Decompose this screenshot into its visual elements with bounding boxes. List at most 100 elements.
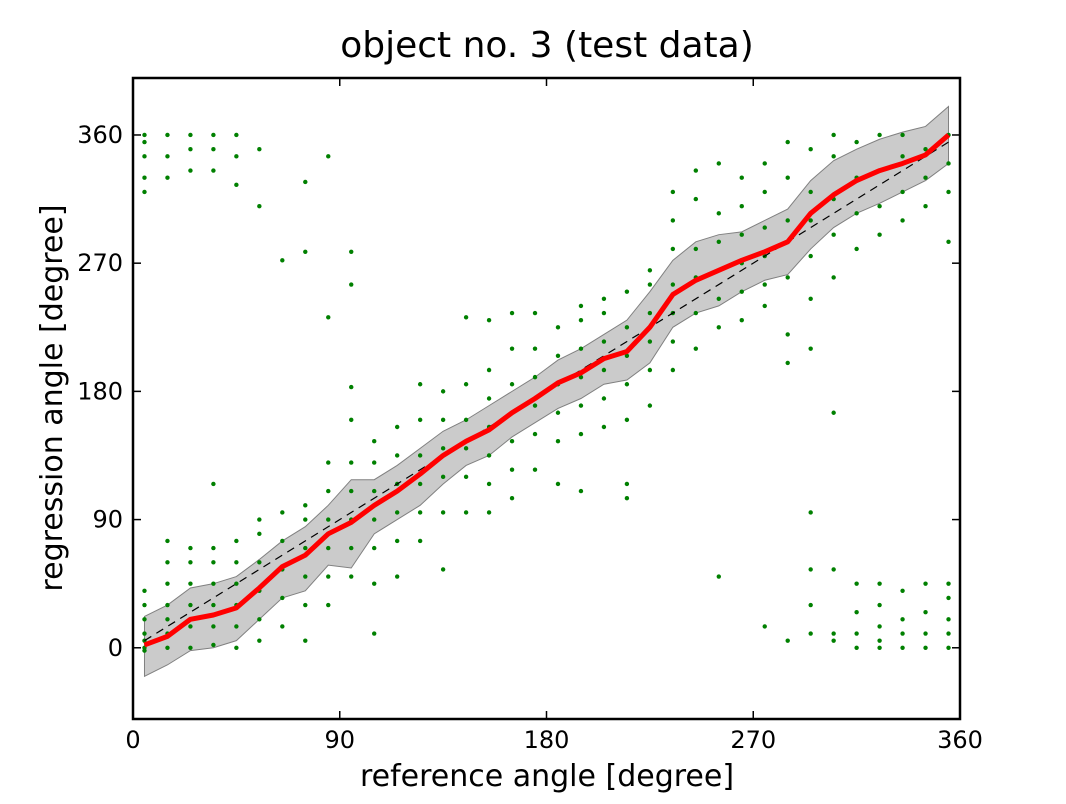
data-point	[463, 382, 469, 387]
data-point	[601, 296, 607, 301]
data-point	[670, 339, 676, 344]
y-axis-label: regression angle [degree]	[35, 204, 70, 591]
data-point	[463, 315, 469, 320]
data-point	[463, 510, 469, 515]
y-tick-label: 270	[77, 249, 123, 277]
data-point	[303, 545, 308, 551]
data-point	[165, 581, 170, 586]
data-point	[142, 631, 147, 636]
data-point	[900, 132, 905, 138]
data-point	[142, 189, 147, 195]
data-point	[601, 310, 607, 316]
data-point	[946, 161, 951, 166]
data-point	[349, 249, 354, 254]
plot-area	[142, 105, 951, 678]
data-point	[303, 638, 308, 643]
data-point	[188, 132, 193, 138]
x-tick-label: 270	[730, 726, 776, 754]
data-point	[349, 417, 354, 423]
data-point	[142, 154, 147, 159]
data-point	[142, 602, 147, 608]
data-point	[670, 367, 676, 373]
data-point	[326, 602, 331, 608]
data-point	[280, 595, 285, 601]
data-point	[326, 315, 331, 320]
y-tick-label: 90	[92, 506, 123, 534]
data-point	[234, 645, 239, 650]
data-point	[831, 631, 836, 636]
data-point	[188, 624, 193, 629]
data-point	[211, 642, 216, 648]
data-point	[303, 179, 308, 185]
data-point	[601, 396, 607, 401]
data-point	[808, 296, 813, 301]
data-point	[785, 139, 790, 145]
data-point	[946, 581, 951, 586]
data-point	[693, 346, 699, 351]
data-point	[303, 249, 308, 254]
data-point	[624, 325, 630, 330]
data-point	[280, 624, 285, 629]
data-point	[716, 211, 721, 216]
data-point	[463, 446, 469, 451]
data-point	[188, 645, 193, 650]
data-point	[142, 175, 147, 180]
y-tick-label: 0	[108, 634, 123, 662]
data-point	[142, 617, 147, 622]
data-point	[670, 282, 676, 287]
data-point	[808, 189, 813, 195]
data-point	[486, 367, 492, 373]
data-point	[831, 567, 836, 572]
x-tick-label: 360	[937, 726, 983, 754]
data-point	[762, 282, 767, 287]
data-point	[624, 353, 630, 358]
data-point	[142, 588, 147, 593]
x-tick-label: 0	[125, 726, 140, 754]
data-point	[900, 154, 905, 159]
data-point	[877, 645, 882, 650]
data-point	[257, 560, 262, 565]
data-point	[946, 239, 951, 245]
data-point	[946, 631, 951, 636]
data-point	[326, 460, 331, 465]
data-point	[647, 403, 653, 408]
data-point	[372, 517, 377, 522]
data-point	[372, 581, 377, 586]
data-point	[234, 154, 239, 159]
data-point	[486, 396, 492, 401]
data-point	[831, 275, 836, 280]
data-point	[578, 346, 584, 351]
data-point	[877, 638, 882, 643]
data-point	[509, 310, 515, 316]
data-point	[716, 161, 721, 166]
data-point	[670, 218, 676, 223]
data-point	[831, 410, 836, 415]
data-point	[854, 631, 859, 636]
data-point	[349, 545, 354, 551]
data-point	[303, 602, 308, 608]
data-point	[716, 296, 721, 301]
data-point	[440, 567, 446, 572]
data-point	[624, 417, 630, 423]
data-point	[211, 132, 216, 138]
data-point	[854, 139, 859, 145]
data-point	[900, 588, 905, 593]
chart-title: object no. 3 (test data)	[340, 25, 754, 66]
data-point	[555, 353, 561, 358]
data-point	[647, 367, 653, 373]
data-point	[532, 431, 538, 437]
data-point	[509, 382, 515, 387]
x-tick-label: 180	[524, 726, 570, 754]
data-point	[303, 517, 308, 522]
data-point	[326, 545, 331, 551]
data-point	[532, 403, 538, 408]
data-point	[142, 132, 147, 138]
data-point	[785, 175, 790, 180]
data-point	[349, 574, 354, 579]
data-point	[257, 638, 262, 643]
data-point	[923, 204, 928, 209]
data-point	[509, 467, 515, 472]
data-point	[578, 303, 584, 309]
data-point	[463, 417, 469, 423]
data-point	[578, 317, 584, 323]
